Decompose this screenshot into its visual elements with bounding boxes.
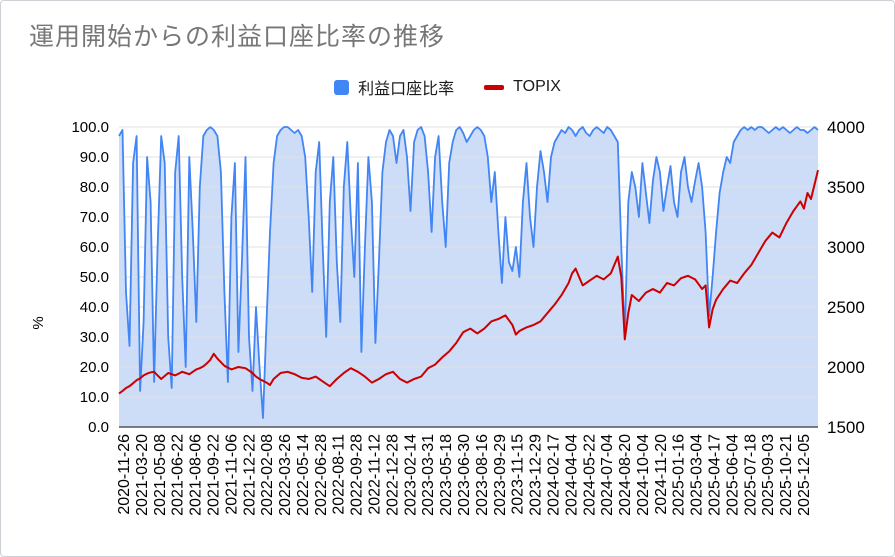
x-axis-tick-label: 2021-06-22 bbox=[170, 434, 187, 516]
x-axis-tick-label: 2025-04-17 bbox=[707, 434, 724, 516]
x-axis-tick-label: 2022-06-28 bbox=[313, 434, 330, 516]
x-axis-tick-label: 2024-02-17 bbox=[546, 434, 563, 516]
left-axis-tick-label: 20.0 bbox=[80, 359, 109, 376]
legend-label-topix: TOPIX bbox=[513, 78, 561, 95]
x-axis-tick-label: 2021-03-20 bbox=[134, 434, 151, 516]
legend-swatch-topix bbox=[484, 84, 505, 90]
right-axis-tick-label: 2500 bbox=[827, 298, 865, 317]
left-axis-title: % bbox=[30, 316, 47, 329]
right-axis-tick-label: 3000 bbox=[827, 238, 865, 257]
left-axis-tick-label: 90.0 bbox=[80, 149, 109, 166]
x-axis-tick-label: 2024-08-20 bbox=[617, 434, 634, 516]
legend-label-ratio: 利益口座比率 bbox=[358, 81, 455, 98]
x-axis-tick-label: 2025-01-16 bbox=[671, 434, 688, 516]
x-axis-tick-label: 2024-07-04 bbox=[599, 434, 616, 516]
x-axis-tick-label: 2024-04-04 bbox=[563, 434, 580, 516]
left-axis-tick-label: 60.0 bbox=[80, 239, 109, 256]
topix-line bbox=[118, 169, 819, 395]
x-axis-tick-label: 2024-10-04 bbox=[635, 434, 652, 516]
x-axis-tick-label: 2021-11-06 bbox=[223, 434, 240, 515]
x-axis-tick-label: 2025-09-03 bbox=[760, 434, 777, 516]
legend-item-topix: TOPIX bbox=[484, 78, 561, 96]
left-axis-tick-label: 30.0 bbox=[80, 329, 109, 346]
right-axis-tick-label: 3500 bbox=[827, 178, 865, 197]
x-axis-tick-label: 2022-12-28 bbox=[384, 434, 401, 516]
x-axis-tick-label: 2024-05-22 bbox=[581, 434, 598, 516]
left-axis-tick-label: 80.0 bbox=[80, 179, 109, 196]
x-axis-tick-label: 2025-07-18 bbox=[742, 434, 759, 516]
x-axis-tick-label: 2024-11-20 bbox=[653, 434, 670, 515]
chart-title: 運用開始からの利益口座比率の推移 bbox=[29, 23, 446, 51]
left-axis-tick-label: 40.0 bbox=[80, 299, 109, 316]
x-axis-tick-label: 2023-08-16 bbox=[474, 434, 491, 516]
legend: 利益口座比率 TOPIX bbox=[1, 75, 894, 99]
legend-item-ratio: 利益口座比率 bbox=[334, 75, 454, 99]
right-axis-tick-label: 4000 bbox=[827, 118, 865, 137]
x-axis-tick-label: 2022-09-28 bbox=[349, 434, 366, 516]
x-axis-tick-label: 2023-12-29 bbox=[528, 434, 545, 516]
x-axis-tick-label: 2021-09-22 bbox=[206, 434, 223, 516]
x-axis-tick-label: 2022-11-12 bbox=[367, 434, 384, 515]
x-axis-tick-label: 2021-08-06 bbox=[188, 434, 205, 516]
x-axis-tick-label: 2025-03-04 bbox=[689, 434, 706, 516]
left-axis-tick-label: 70.0 bbox=[80, 209, 109, 226]
right-axis-tick-label: 2000 bbox=[827, 358, 865, 377]
x-axis-tick-label: 2023-02-14 bbox=[402, 434, 419, 516]
legend-swatch-ratio bbox=[334, 79, 350, 95]
x-axis-tick-label: 2021-12-22 bbox=[241, 434, 258, 516]
left-axis-tick-label: 0.0 bbox=[88, 419, 109, 436]
left-axis-tick-label: 100.0 bbox=[71, 119, 109, 136]
x-axis-tick-label: 2023-05-18 bbox=[438, 434, 455, 516]
x-axis-tick-label: 2023-06-30 bbox=[456, 434, 473, 516]
ratio-line bbox=[118, 126, 819, 419]
x-axis-tick-label: 2023-11-15 bbox=[510, 434, 527, 515]
x-axis-tick-label: 2025-12-05 bbox=[796, 434, 813, 516]
x-axis-tick-label: 2022-08-11 bbox=[331, 434, 348, 515]
x-axis-tick-label: 2023-03-31 bbox=[420, 434, 437, 516]
x-axis-tick-label: 2021-05-08 bbox=[152, 434, 169, 516]
x-axis-tick-label: 2022-03-26 bbox=[277, 434, 294, 516]
right-axis-tick-label: 1500 bbox=[827, 418, 865, 437]
x-axis-tick-label: 2025-10-21 bbox=[778, 434, 795, 516]
x-axis-tick-label: 2020-11-26 bbox=[116, 434, 133, 515]
x-axis-tick-label: 2025-06-04 bbox=[724, 434, 741, 516]
x-axis-tick-label: 2023-09-29 bbox=[492, 434, 509, 516]
left-axis-tick-label: 50.0 bbox=[80, 269, 109, 286]
x-axis-tick-label: 2022-05-14 bbox=[295, 434, 312, 516]
left-axis-tick-label: 10.0 bbox=[80, 389, 109, 406]
x-axis-tick-label: 2022-02-08 bbox=[259, 434, 276, 516]
